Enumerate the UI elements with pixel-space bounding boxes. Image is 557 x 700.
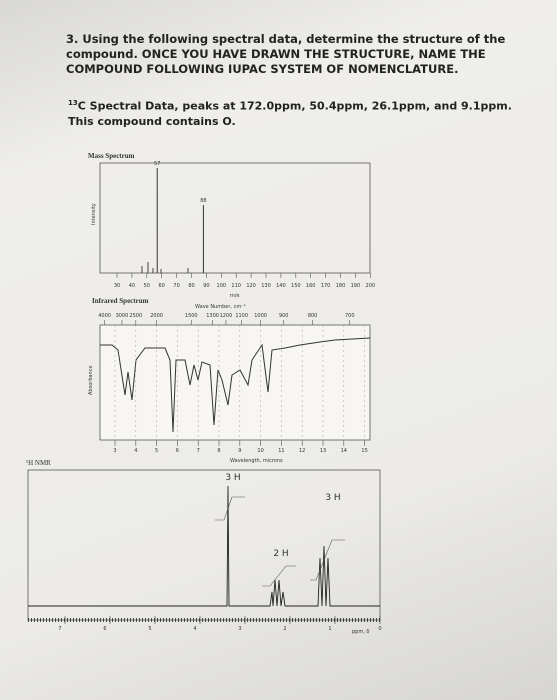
- ms-tick-label: 190: [351, 283, 361, 289]
- ms-tick-label: 50: [144, 283, 150, 289]
- carbon-text: C Spectral Data, peaks at 172.0ppm, 50.4…: [77, 99, 512, 113]
- ms-tick-label: 130: [261, 283, 271, 289]
- ms-tick-label: 80: [188, 283, 194, 289]
- ir-top-label: Wave Number, cm⁻¹: [195, 304, 246, 310]
- ir-top-tick-label: 2000: [150, 313, 163, 319]
- carbon-line: 13C Spectral Data, peaks at 172.0ppm, 50…: [68, 96, 512, 114]
- ir-top-tick-label: 1300: [206, 313, 219, 319]
- nmr-tick-label: 0: [378, 626, 381, 632]
- nmr-tick-label: 6: [103, 626, 106, 632]
- ms-tick-label: 40: [129, 283, 135, 289]
- ms-tick-label: 160: [306, 283, 316, 289]
- ir-tick-label: 13: [320, 448, 326, 454]
- ms-x-label: m/e: [230, 293, 240, 299]
- ir-top-tick-label: 2500: [129, 313, 142, 319]
- ir-tick-label: 11: [278, 448, 284, 454]
- ir-frame: [99, 324, 371, 441]
- ir-tick-label: 12: [299, 448, 305, 454]
- ir-top-tick-label: 1200: [220, 313, 233, 319]
- nmr-tick-label: 3: [238, 626, 241, 632]
- ms-peaks: [141, 262, 189, 273]
- ir-top-tick-label: 700: [345, 313, 355, 319]
- ir-tick-label: 10: [257, 448, 263, 454]
- ms-tick-label: 150: [291, 283, 301, 289]
- ms-tick-label: 120: [246, 283, 256, 289]
- ms-tick-label: 90: [203, 283, 209, 289]
- ir-curve: [100, 337, 371, 433]
- ms-peak-label: 57: [154, 161, 160, 167]
- ir-top-tick-label: 900: [279, 313, 289, 319]
- nmr-title: ¹H NMR: [26, 459, 51, 467]
- ir-tick-label: 8: [217, 448, 220, 454]
- ir-top-tick-label: 800: [308, 313, 318, 319]
- integration-label: 3 H: [325, 493, 340, 503]
- ms-tick-label: 200: [366, 283, 376, 289]
- ir-tick-label: 15: [361, 448, 367, 454]
- nmr-tick-label: 4: [193, 626, 196, 632]
- carbon-data: 13C Spectral Data, peaks at 172.0ppm, 50…: [68, 96, 512, 129]
- nmr-tick-label: 5: [148, 626, 151, 632]
- ms-tick-label: 140: [276, 283, 286, 289]
- ms-tick-label: 70: [173, 283, 179, 289]
- ms-title: Mass Spectrum: [88, 152, 135, 160]
- ir-top-tick-label: 1500: [185, 313, 198, 319]
- ir-tick-label: 14: [341, 448, 347, 454]
- ir-top-tick-label: 3000: [116, 313, 129, 319]
- nmr-frame: [27, 469, 381, 621]
- ms-frame: [99, 162, 371, 274]
- ir-top-tick-label: 1000: [254, 313, 267, 319]
- integration-label: 3 H: [225, 473, 240, 483]
- ms-tick-label: 60: [159, 283, 165, 289]
- nmr-tick-label: 2: [283, 626, 286, 632]
- ms-y-label: Intensity: [91, 203, 97, 225]
- superscript: 13: [68, 99, 78, 107]
- ir-tick-label: 4: [134, 448, 137, 454]
- nmr-curve: [28, 485, 380, 607]
- ms-tick-label: 110: [231, 283, 241, 289]
- ir-tick-label: 5: [155, 448, 158, 454]
- note: This compound contains O.: [68, 114, 236, 128]
- ir-tick-label: 9: [238, 448, 241, 454]
- ms-tick-label: 100: [217, 283, 227, 289]
- ir-tick-label: 3: [113, 448, 116, 454]
- ir-tick-label: 6: [176, 448, 179, 454]
- ir-top-tick-label: 1100: [235, 313, 248, 319]
- ir-tick-label: 7: [197, 448, 200, 454]
- ms-peak-label: 88: [200, 198, 206, 204]
- ms-tick-label: 170: [321, 283, 331, 289]
- question: 3. Using the following spectral data, de…: [66, 32, 506, 76]
- ms-tick-label: 30: [114, 283, 120, 289]
- ir-y-label: Absorbance: [88, 365, 94, 395]
- nmr-x-label: ppm, δ: [352, 629, 369, 635]
- ir-title: Infrared Spectrum: [92, 297, 149, 305]
- nmr-tick-label: 7: [58, 626, 61, 632]
- ir-bottom-label: Wavelength, microns: [230, 458, 283, 464]
- nmr-integral: [215, 496, 345, 587]
- ms-tick-label: 180: [336, 283, 346, 289]
- nmr-tick-label: 1: [328, 626, 331, 632]
- ir-top-tick-label: 4000: [98, 313, 111, 319]
- integration-label: 2 H: [273, 549, 288, 559]
